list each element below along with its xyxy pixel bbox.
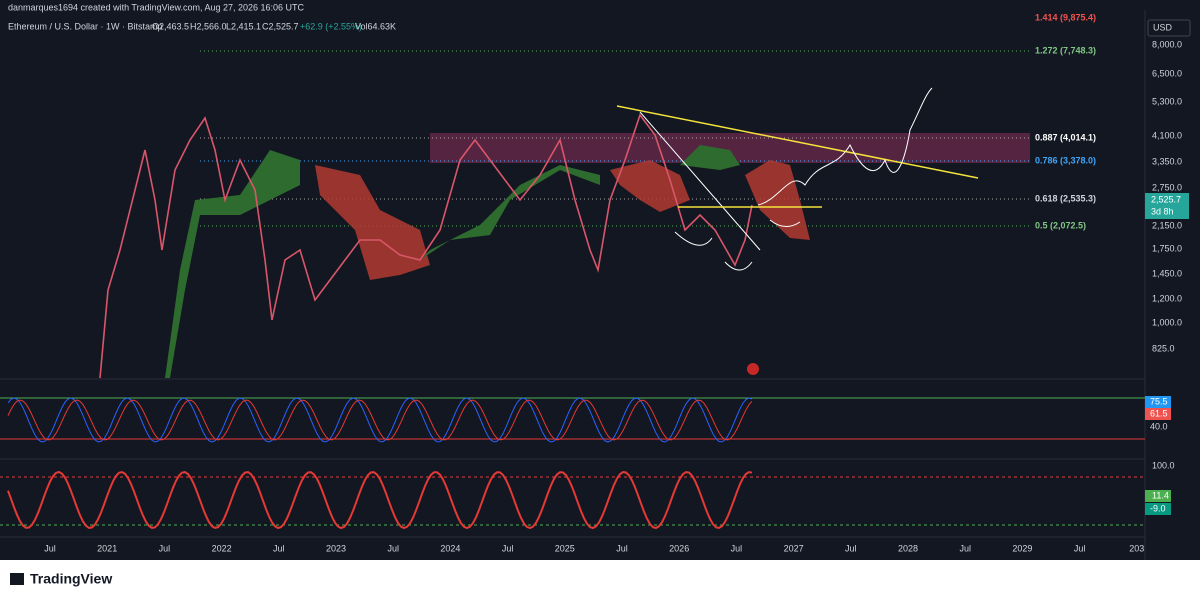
ohlc-close: C2,525.7 [262,21,299,31]
last-price-tag [1145,193,1189,219]
price-label: 2,750.0 [1152,182,1182,192]
fib-label: 1.414 (9,875.4) [1035,12,1096,22]
cloud-bullish [420,165,600,260]
time-label: 2024 [440,543,460,553]
fib-label: 1.272 (7,748.3) [1035,45,1096,55]
fib-label: 0.618 (2,535.3) [1035,193,1096,203]
time-label: Jul [731,543,743,553]
time-label: 2022 [212,543,232,553]
symbol-title: Ethereum / U.S. Dollar · 1W · Bitstamp [8,21,163,31]
time-label: 2025 [555,543,575,553]
price-label: 5,300.0 [1152,96,1182,106]
price-label: 825.0 [1152,343,1175,353]
time-label: 203 [1129,543,1144,553]
currency[interactable]: USD [1153,22,1173,32]
projection-path [757,87,933,206]
stoch-level: 100.0 [1152,460,1175,470]
price-label: 3,350.0 [1152,156,1182,166]
rsi-value: 75.5 [1150,396,1168,406]
trend-line [639,111,761,251]
cloud-bearish [610,160,690,212]
time-label: Jul [1074,543,1086,553]
rsi-level: 40.0 [1150,421,1168,431]
cloud-bearish [745,160,810,240]
rsi-tag [1145,396,1171,408]
ohlc-high: H2,566.0 [190,21,227,31]
ohlc-change: +62.9 (+2.55%) [300,21,362,31]
fib-label: 0.887 (4,014.1) [1035,132,1096,142]
time-label: 2023 [326,543,346,553]
fib-label: 0.786 (3,378.0) [1035,155,1096,165]
ohlc-low: L2,415.1 [226,21,261,31]
time-label: Jul [845,543,857,553]
time-label: Jul [502,543,514,553]
rsi-line [7,397,753,443]
time-label: 2021 [97,543,117,553]
time-label: 2028 [898,543,918,553]
time-label: Jul [387,543,399,553]
price-label: 1,450.0 [1152,268,1182,278]
currency-button[interactable] [1147,19,1191,37]
price-label: 1,200.0 [1152,293,1182,303]
stoch-tag [1145,503,1171,515]
time-label: 2027 [784,543,804,553]
time-label: 2026 [669,543,689,553]
brand-logo [10,573,24,585]
price-label: 2,150.0 [1152,220,1182,230]
time-label: Jul [273,543,285,553]
price-label: 1,000.0 [1152,317,1182,327]
fib-label: 0.5 (2,072.5) [1035,220,1086,230]
price-label: 1,750.0 [1152,243,1182,253]
rsi-signal-value: 61.5 [1150,408,1168,418]
countdown: 3d 8h [1151,206,1174,216]
price-label: 4,100.0 [1152,130,1182,140]
volume: Vol64.63K [355,21,396,31]
ohlc-open: O2,463.5 [152,21,189,31]
time-label: Jul [959,543,971,553]
last-price: 2,525.7 [1151,194,1181,204]
rsi-signal [7,399,753,441]
stoch-value: 11.4 [1152,490,1169,500]
pattern-arc [674,219,801,271]
time-label: Jul [159,543,171,553]
price-label: 8,000.0 [1152,39,1182,49]
price-axis: 8,000.0 6,500.0 5,300.0 4,100.0 3,350.0 2,750… [1152,39,1182,353]
price-label: 6,500.0 [1152,68,1182,78]
stoch-line [7,470,753,530]
stoch-value: -9.0 [1150,503,1166,513]
time-label: Jul [616,543,628,553]
author-line: danmarques1694 created with TradingView.… [8,2,305,12]
cloud-bullish [165,150,300,378]
time-label: Jul [44,543,56,553]
event-icon [747,363,759,375]
brand: TradingView [30,571,112,587]
chart-background [0,0,1200,560]
stoch-tag [1145,490,1171,502]
cloud-bullish [680,145,740,170]
rsi-tag [1145,408,1171,420]
cloud-bearish [315,165,430,280]
price-series [99,113,753,379]
time-axis: Jul 2021 Jul 2022 Jul 2023 Jul 2024 Jul 2025 Jul 20… [44,543,1144,553]
time-label: 2029 [1012,543,1032,553]
trend-line [616,105,979,179]
